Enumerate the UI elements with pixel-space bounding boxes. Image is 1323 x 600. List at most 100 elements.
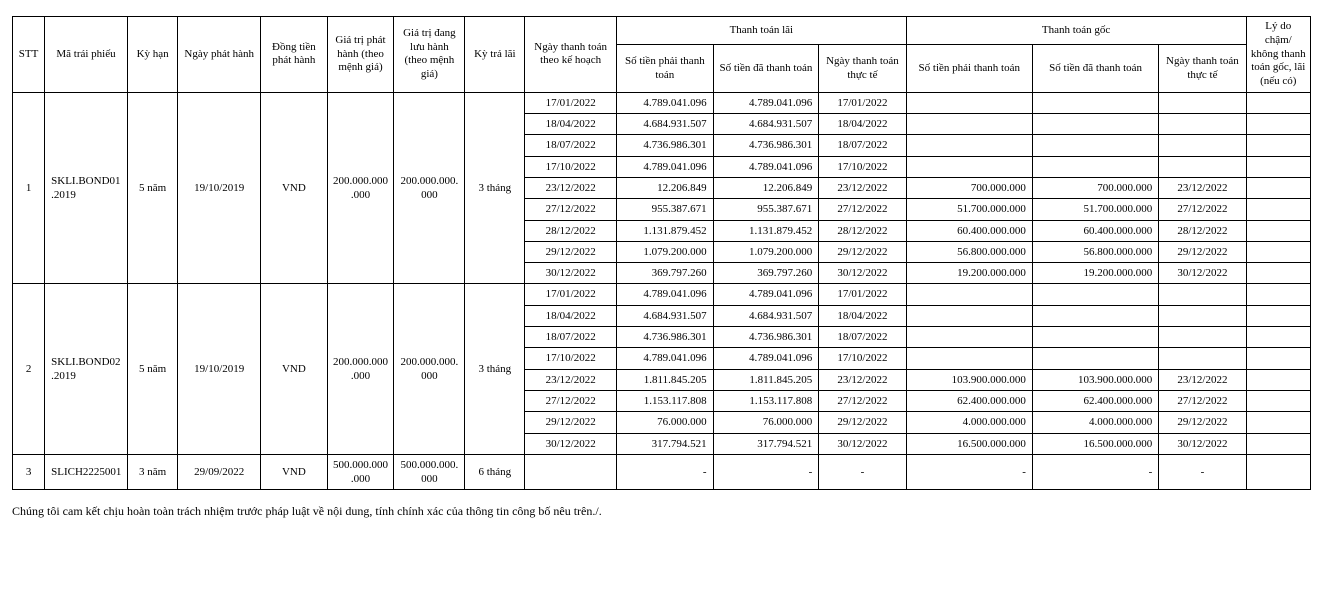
th-reason: Lý do chậm/ không thanh toán gốc, lãi (n… bbox=[1246, 17, 1310, 93]
cell-prin-paid: 16.500.000.000 bbox=[1032, 433, 1158, 454]
cell-reason bbox=[1246, 263, 1310, 284]
cell-term: 3 năm bbox=[127, 454, 178, 490]
cell-prin-due: 4.000.000.000 bbox=[906, 412, 1032, 433]
cell-int-actual: 27/12/2022 bbox=[819, 199, 906, 220]
cell-prin-actual: - bbox=[1159, 454, 1246, 490]
cell-prin-actual bbox=[1159, 327, 1246, 348]
cell-code: SKLI.BOND01.2019 bbox=[45, 92, 128, 284]
cell-currency: VND bbox=[261, 454, 328, 490]
cell-int-paid: 4.684.931.507 bbox=[713, 305, 819, 326]
cell-plan-date: 27/12/2022 bbox=[525, 199, 617, 220]
cell-prin-due bbox=[906, 114, 1032, 135]
cell-int-period: 3 tháng bbox=[465, 284, 525, 454]
cell-int-paid: 317.794.521 bbox=[713, 433, 819, 454]
cell-stt: 2 bbox=[13, 284, 45, 454]
cell-prin-due bbox=[906, 305, 1032, 326]
cell-face-issue: 200.000.000.000 bbox=[327, 284, 394, 454]
cell-stt: 1 bbox=[13, 92, 45, 284]
cell-int-due: 1.811.845.205 bbox=[617, 369, 713, 390]
th-int-period: Kỳ trả lãi bbox=[465, 17, 525, 93]
cell-prin-paid: 62.400.000.000 bbox=[1032, 390, 1158, 411]
cell-plan-date: 29/12/2022 bbox=[525, 241, 617, 262]
th-prin-due: Số tiền phải thanh toán bbox=[906, 45, 1032, 92]
cell-prin-paid bbox=[1032, 327, 1158, 348]
cell-int-due: 4.789.041.096 bbox=[617, 284, 713, 305]
cell-int-due: 12.206.849 bbox=[617, 177, 713, 198]
cell-int-due: 4.736.986.301 bbox=[617, 327, 713, 348]
cell-prin-actual: 30/12/2022 bbox=[1159, 263, 1246, 284]
cell-int-actual: 18/04/2022 bbox=[819, 114, 906, 135]
cell-prin-paid: 60.400.000.000 bbox=[1032, 220, 1158, 241]
cell-plan-date: 17/10/2022 bbox=[525, 348, 617, 369]
cell-prin-paid bbox=[1032, 135, 1158, 156]
cell-reason bbox=[1246, 135, 1310, 156]
th-plan-date: Ngày thanh toán theo kế hoạch bbox=[525, 17, 617, 93]
cell-prin-due: - bbox=[906, 454, 1032, 490]
cell-reason bbox=[1246, 348, 1310, 369]
cell-prin-paid: 19.200.000.000 bbox=[1032, 263, 1158, 284]
table-row: 2SKLI.BOND02.20195 năm19/10/2019VND200.0… bbox=[13, 284, 1311, 305]
cell-plan-date: 18/04/2022 bbox=[525, 114, 617, 135]
cell-prin-actual bbox=[1159, 156, 1246, 177]
cell-reason bbox=[1246, 241, 1310, 262]
cell-face-issue: 500.000.000.000 bbox=[327, 454, 394, 490]
cell-prin-due: 56.800.000.000 bbox=[906, 241, 1032, 262]
th-interest-group: Thanh toán lãi bbox=[617, 17, 906, 45]
cell-int-period: 6 tháng bbox=[465, 454, 525, 490]
cell-plan-date: 27/12/2022 bbox=[525, 390, 617, 411]
cell-reason bbox=[1246, 369, 1310, 390]
cell-reason bbox=[1246, 305, 1310, 326]
th-int-paid: Số tiền đã thanh toán bbox=[713, 45, 819, 92]
cell-int-actual: 23/12/2022 bbox=[819, 177, 906, 198]
cell-prin-due bbox=[906, 327, 1032, 348]
cell-term: 5 năm bbox=[127, 92, 178, 284]
cell-int-actual: 17/01/2022 bbox=[819, 284, 906, 305]
cell-int-actual: 29/12/2022 bbox=[819, 241, 906, 262]
cell-int-actual: 27/12/2022 bbox=[819, 390, 906, 411]
cell-stt: 3 bbox=[13, 454, 45, 490]
cell-int-actual: 18/07/2022 bbox=[819, 135, 906, 156]
cell-currency: VND bbox=[261, 92, 328, 284]
cell-prin-paid bbox=[1032, 156, 1158, 177]
cell-prin-actual: 27/12/2022 bbox=[1159, 199, 1246, 220]
cell-int-due: 4.736.986.301 bbox=[617, 135, 713, 156]
th-stt: STT bbox=[13, 17, 45, 93]
table-row: 1SKLI.BOND01.20195 năm19/10/2019VND200.0… bbox=[13, 92, 1311, 113]
cell-int-due: 1.079.200.000 bbox=[617, 241, 713, 262]
cell-int-paid: 4.736.986.301 bbox=[713, 327, 819, 348]
cell-prin-paid bbox=[1032, 348, 1158, 369]
cell-plan-date: 17/01/2022 bbox=[525, 284, 617, 305]
cell-prin-actual: 23/12/2022 bbox=[1159, 369, 1246, 390]
cell-int-due: 76.000.000 bbox=[617, 412, 713, 433]
cell-prin-paid: 700.000.000 bbox=[1032, 177, 1158, 198]
cell-prin-actual bbox=[1159, 92, 1246, 113]
th-code: Mã trái phiếu bbox=[45, 17, 128, 93]
cell-int-paid: - bbox=[713, 454, 819, 490]
cell-int-actual: 17/10/2022 bbox=[819, 348, 906, 369]
cell-prin-actual: 29/12/2022 bbox=[1159, 241, 1246, 262]
cell-int-paid: 4.789.041.096 bbox=[713, 156, 819, 177]
cell-int-paid: 4.789.041.096 bbox=[713, 284, 819, 305]
th-face-out: Giá trị đang lưu hành (theo mệnh giá) bbox=[394, 17, 465, 93]
cell-prin-paid bbox=[1032, 284, 1158, 305]
cell-int-paid: 4.684.931.507 bbox=[713, 114, 819, 135]
cell-int-paid: 369.797.260 bbox=[713, 263, 819, 284]
cell-int-actual: 29/12/2022 bbox=[819, 412, 906, 433]
cell-prin-paid bbox=[1032, 114, 1158, 135]
cell-prin-due bbox=[906, 284, 1032, 305]
cell-code: SLICH2225001 bbox=[45, 454, 128, 490]
cell-int-period: 3 tháng bbox=[465, 92, 525, 284]
cell-code: SKLI.BOND02.2019 bbox=[45, 284, 128, 454]
cell-issue-date: 19/10/2019 bbox=[178, 284, 261, 454]
cell-int-due: 1.131.879.452 bbox=[617, 220, 713, 241]
bond-payment-table: STT Mã trái phiếu Kỳ hạn Ngày phát hành … bbox=[12, 16, 1311, 490]
cell-plan-date: 18/04/2022 bbox=[525, 305, 617, 326]
cell-prin-due: 19.200.000.000 bbox=[906, 263, 1032, 284]
cell-prin-due: 700.000.000 bbox=[906, 177, 1032, 198]
cell-int-actual: 23/12/2022 bbox=[819, 369, 906, 390]
table-row: 3SLICH22250013 năm29/09/2022VND500.000.0… bbox=[13, 454, 1311, 490]
th-int-due: Số tiền phải thanh toán bbox=[617, 45, 713, 92]
cell-prin-actual: 23/12/2022 bbox=[1159, 177, 1246, 198]
cell-prin-actual bbox=[1159, 305, 1246, 326]
cell-int-due: 317.794.521 bbox=[617, 433, 713, 454]
